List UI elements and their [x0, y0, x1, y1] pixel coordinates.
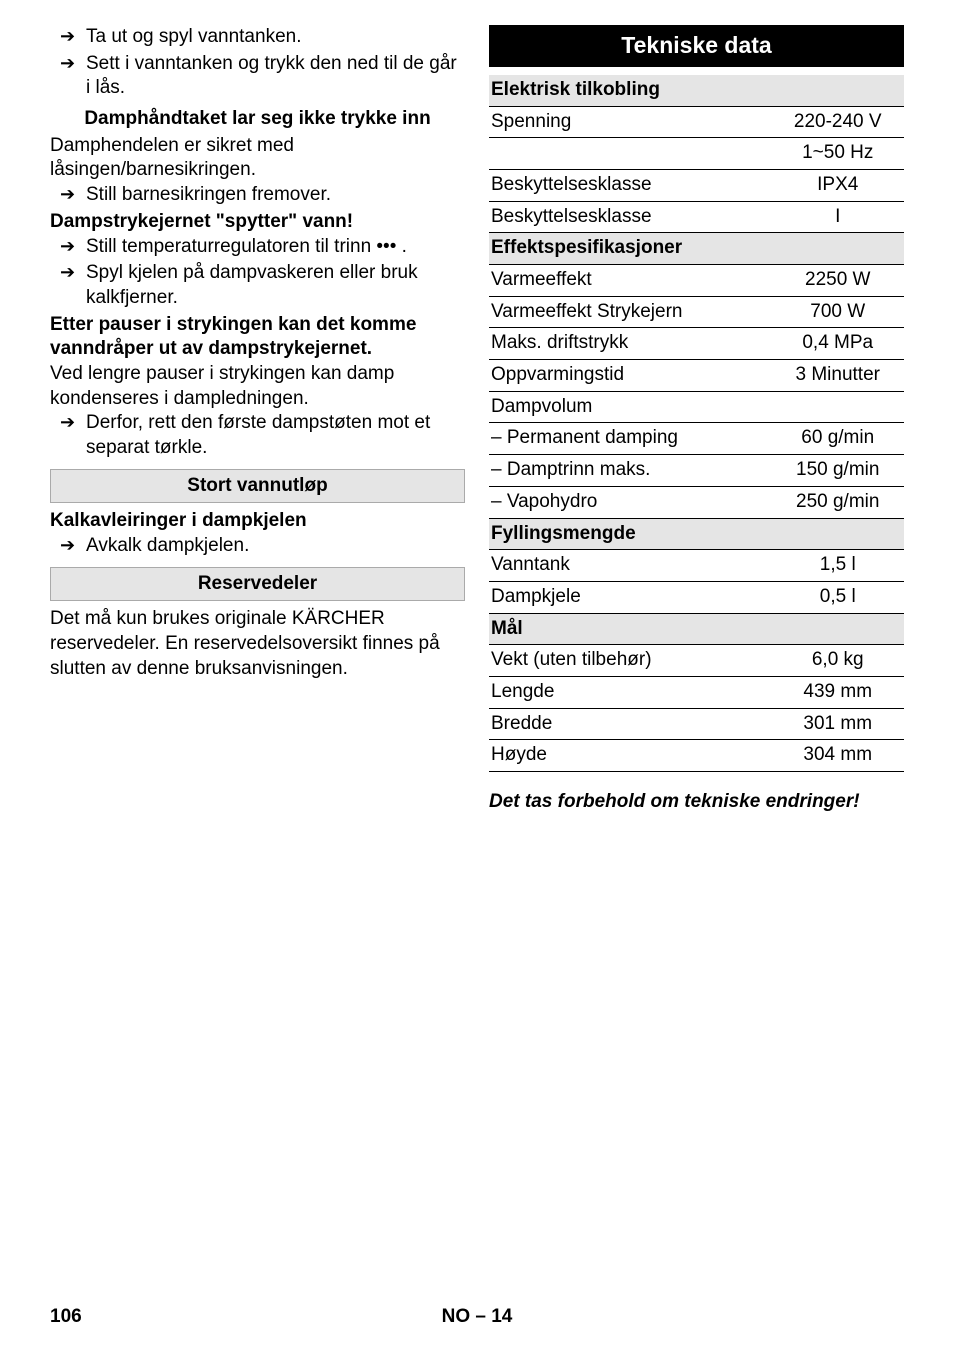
bullet-text: Sett i vanntanken og trykk den ned til d…: [86, 52, 465, 101]
table-value-cell: 3 Minutter: [771, 360, 904, 392]
bullet-item: ➔ Avkalk dampkjelen.: [50, 534, 465, 559]
table-value-cell: I: [771, 201, 904, 233]
table-row: Vekt (uten tilbehør)6,0 kg: [489, 645, 904, 677]
table-label-cell: Maks. driftstrykk: [489, 328, 771, 360]
table-label-cell: Beskyttelsesklasse: [489, 201, 771, 233]
table-row: Bredde301 mm: [489, 708, 904, 740]
table-label-cell: Oppvarmingstid: [489, 360, 771, 392]
table-value-cell: 439 mm: [771, 676, 904, 708]
tech-data-header: Tekniske data: [489, 25, 904, 67]
table-label-cell: Vekt (uten tilbehør): [489, 645, 771, 677]
table-row: Fyllingsmengde: [489, 518, 904, 550]
table-row: Mål: [489, 613, 904, 645]
table-value-cell: 1,5 l: [771, 550, 904, 582]
table-value-cell: 700 W: [771, 296, 904, 328]
table-label-cell: Dampvolum: [489, 391, 771, 423]
table-label-cell: – Vapohydro: [489, 486, 771, 518]
table-label-cell: Høyde: [489, 740, 771, 772]
table-label-cell: [489, 138, 771, 170]
table-label-cell: Bredde: [489, 708, 771, 740]
table-label-cell: Spenning: [489, 106, 771, 138]
subheading: Kalkavleiringer i dampkjelen: [50, 509, 465, 534]
footnote: Det tas forbehold om tekniske endringer!: [489, 790, 904, 815]
bullet-text: Spyl kjelen på dampvaskeren eller bruk k…: [86, 261, 465, 310]
arrow-icon: ➔: [50, 261, 86, 284]
page-code: NO – 14: [442, 1305, 513, 1330]
table-row: Elektrisk tilkobling: [489, 75, 904, 106]
table-value-cell: 0,4 MPa: [771, 328, 904, 360]
table-value-cell: IPX4: [771, 169, 904, 201]
table-value-cell: 0,5 l: [771, 581, 904, 613]
arrow-icon: ➔: [50, 534, 86, 557]
table-row: Varmeeffekt Strykejern700 W: [489, 296, 904, 328]
table-value-cell: 220-240 V: [771, 106, 904, 138]
table-row: 1~50 Hz: [489, 138, 904, 170]
table-value-cell: 301 mm: [771, 708, 904, 740]
table-section-cell: Effektspesifikasjoner: [489, 233, 904, 265]
table-value-cell: [771, 391, 904, 423]
table-row: Effektspesifikasjoner: [489, 233, 904, 265]
table-label-cell: – Permanent damping: [489, 423, 771, 455]
table-row: Maks. driftstrykk0,4 MPa: [489, 328, 904, 360]
table-value-cell: 60 g/min: [771, 423, 904, 455]
table-label-cell: Varmeeffekt Strykejern: [489, 296, 771, 328]
table-row: – Vapohydro250 g/min: [489, 486, 904, 518]
table-row: Lengde439 mm: [489, 676, 904, 708]
table-row: Vanntank1,5 l: [489, 550, 904, 582]
paragraph: Ved lengre pauser i strykingen kan damp …: [50, 362, 465, 411]
subheading: Damphåndtaket lar seg ikke trykke inn: [50, 107, 465, 132]
table-label-cell: Vanntank: [489, 550, 771, 582]
section-heading: Stort vannutløp: [50, 469, 465, 504]
bullet-text: Avkalk dampkjelen.: [86, 534, 465, 559]
table-label-cell: Dampkjele: [489, 581, 771, 613]
table-row: Dampkjele0,5 l: [489, 581, 904, 613]
arrow-icon: ➔: [50, 183, 86, 206]
table-label-cell: – Damptrinn maks.: [489, 455, 771, 487]
bullet-text: Still barnesikringen fremover.: [86, 183, 465, 208]
bullet-text: Still temperaturregulatoren til trinn ••…: [86, 235, 465, 260]
table-row: Høyde304 mm: [489, 740, 904, 772]
bullet-item: ➔ Still barnesikringen fremover.: [50, 183, 465, 208]
page-footer: 106 NO – 14: [50, 1305, 904, 1330]
table-label-cell: Beskyttelsesklasse: [489, 169, 771, 201]
table-value-cell: 150 g/min: [771, 455, 904, 487]
arrow-icon: ➔: [50, 52, 86, 75]
bullet-item: ➔ Spyl kjelen på dampvaskeren eller bruk…: [50, 261, 465, 310]
table-value-cell: 1~50 Hz: [771, 138, 904, 170]
page-number: 106: [50, 1305, 82, 1330]
bullet-item: ➔ Sett i vanntanken og trykk den ned til…: [50, 52, 465, 101]
subheading-line1: Etter pauser i strykingen kan det komme: [50, 313, 465, 338]
section-heading: Reservedeler: [50, 567, 465, 602]
subheading: Dampstrykejernet "spytter" vann!: [50, 210, 465, 235]
paragraph: Damphendelen er sikret med låsingen/barn…: [50, 134, 465, 183]
paragraph: Det må kun brukes originale KÄRCHER rese…: [50, 607, 465, 681]
table-value-cell: 6,0 kg: [771, 645, 904, 677]
table-label-cell: Varmeeffekt: [489, 265, 771, 297]
table-value-cell: 250 g/min: [771, 486, 904, 518]
subheading-line2: vanndråper ut av dampstrykejernet.: [50, 337, 465, 362]
bullet-text: Derfor, rett den første dampstøten mot e…: [86, 411, 465, 460]
table-row: Spenning220-240 V: [489, 106, 904, 138]
arrow-icon: ➔: [50, 235, 86, 258]
arrow-icon: ➔: [50, 25, 86, 48]
table-label-cell: Lengde: [489, 676, 771, 708]
table-row: Oppvarmingstid3 Minutter: [489, 360, 904, 392]
table-section-cell: Mål: [489, 613, 904, 645]
bullet-item: ➔ Derfor, rett den første dampstøten mot…: [50, 411, 465, 460]
table-row: Varmeeffekt2250 W: [489, 265, 904, 297]
table-section-cell: Fyllingsmengde: [489, 518, 904, 550]
table-row: Dampvolum: [489, 391, 904, 423]
bullet-item: ➔ Ta ut og spyl vanntanken.: [50, 25, 465, 50]
bullet-text: Ta ut og spyl vanntanken.: [86, 25, 465, 50]
table-value-cell: 304 mm: [771, 740, 904, 772]
bullet-item: ➔ Still temperaturregulatoren til trinn …: [50, 235, 465, 260]
table-row: BeskyttelsesklasseI: [489, 201, 904, 233]
table-row: – Permanent damping60 g/min: [489, 423, 904, 455]
table-row: – Damptrinn maks.150 g/min: [489, 455, 904, 487]
table-value-cell: 2250 W: [771, 265, 904, 297]
tech-data-table: Elektrisk tilkoblingSpenning220-240 V1~5…: [489, 75, 904, 772]
table-row: BeskyttelsesklasseIPX4: [489, 169, 904, 201]
table-section-cell: Elektrisk tilkobling: [489, 75, 904, 106]
arrow-icon: ➔: [50, 411, 86, 434]
